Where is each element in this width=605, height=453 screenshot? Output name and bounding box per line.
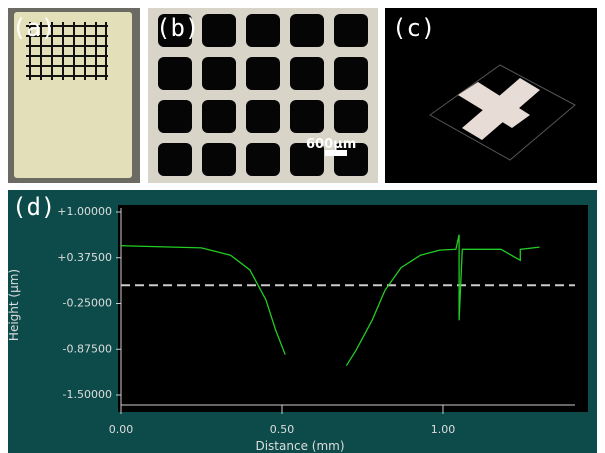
y-tick-label: -1.50000 <box>63 388 112 401</box>
well <box>202 143 236 176</box>
scale-bar-label: 600μm <box>306 137 356 152</box>
plot-area <box>118 205 588 412</box>
well <box>246 100 280 133</box>
x-tick-label: 0.50 <box>270 423 295 436</box>
well <box>334 57 368 90</box>
well <box>290 57 324 90</box>
well <box>246 57 280 90</box>
x-axis-title: Distance (mm) <box>255 439 344 453</box>
well <box>158 57 192 90</box>
well <box>334 100 368 133</box>
y-tick-label: -0.25000 <box>63 297 112 310</box>
panel-label: (a) <box>12 14 55 42</box>
x-tick-label: 1.00 <box>431 423 456 436</box>
well <box>202 100 236 133</box>
y-tick-label: +0.37500 <box>57 251 112 264</box>
y-tick-label: +1.00000 <box>57 205 112 218</box>
x-tick-label: 0.00 <box>109 423 134 436</box>
well <box>246 143 280 176</box>
y-axis-title: Height (µm) <box>7 269 21 341</box>
well <box>334 14 368 47</box>
panel-label: (b) <box>156 14 199 42</box>
panel-label: (d) <box>12 193 55 221</box>
y-tick-label: -0.87500 <box>63 342 112 355</box>
panel-label: (c) <box>392 14 435 42</box>
well <box>290 100 324 133</box>
well <box>202 14 236 47</box>
well <box>158 143 192 176</box>
well <box>202 57 236 90</box>
well <box>246 14 280 47</box>
well <box>158 100 192 133</box>
figure: 600μm Height (µm) Distance (mm) +1.00000… <box>0 0 605 453</box>
well <box>290 14 324 47</box>
